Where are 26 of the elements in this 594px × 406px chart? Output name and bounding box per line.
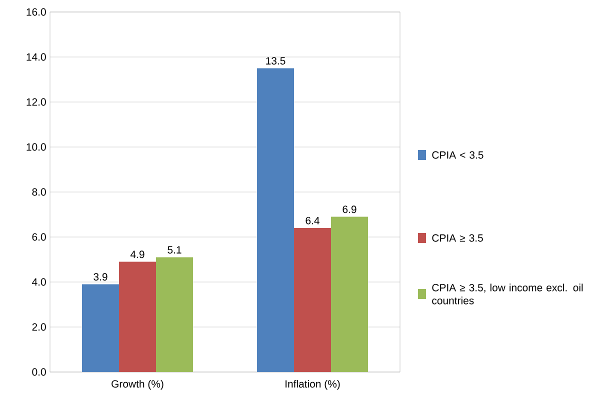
data-label: 3.9 xyxy=(94,273,108,281)
data-label: 5.1 xyxy=(168,246,182,254)
bar xyxy=(156,257,194,372)
y-tick-label: 0.0 xyxy=(32,368,46,376)
data-label: 6.9 xyxy=(342,206,356,214)
y-tick-label: 8.0 xyxy=(32,188,46,196)
bar xyxy=(119,262,156,372)
bar xyxy=(294,228,332,372)
y-tick-label: 12.0 xyxy=(26,98,46,106)
x-tick-label: Growth (%) xyxy=(112,380,164,390)
y-tick-label: 16.0 xyxy=(26,8,46,16)
data-label: 13.5 xyxy=(266,57,286,65)
legend-label: CPIA ≥ 3.5 xyxy=(432,234,483,242)
y-tick-label: 10.0 xyxy=(26,143,46,151)
y-tick-label: 2.0 xyxy=(32,323,46,331)
x-tick-label: Inflation (%) xyxy=(286,380,340,390)
legend-label: CPIA ≥ 3.5, low income excl. oil countries xyxy=(432,284,583,304)
bar xyxy=(331,216,368,372)
y-tick-label: 14.0 xyxy=(26,53,46,61)
data-label: 6.4 xyxy=(306,216,320,224)
data-label: 4.9 xyxy=(130,250,144,258)
y-tick-label: 4.0 xyxy=(32,278,46,286)
bar xyxy=(82,284,120,372)
y-tick-label: 6.0 xyxy=(32,233,46,241)
legend-label: CPIA < 3.5 xyxy=(432,151,484,159)
bar xyxy=(257,68,294,372)
